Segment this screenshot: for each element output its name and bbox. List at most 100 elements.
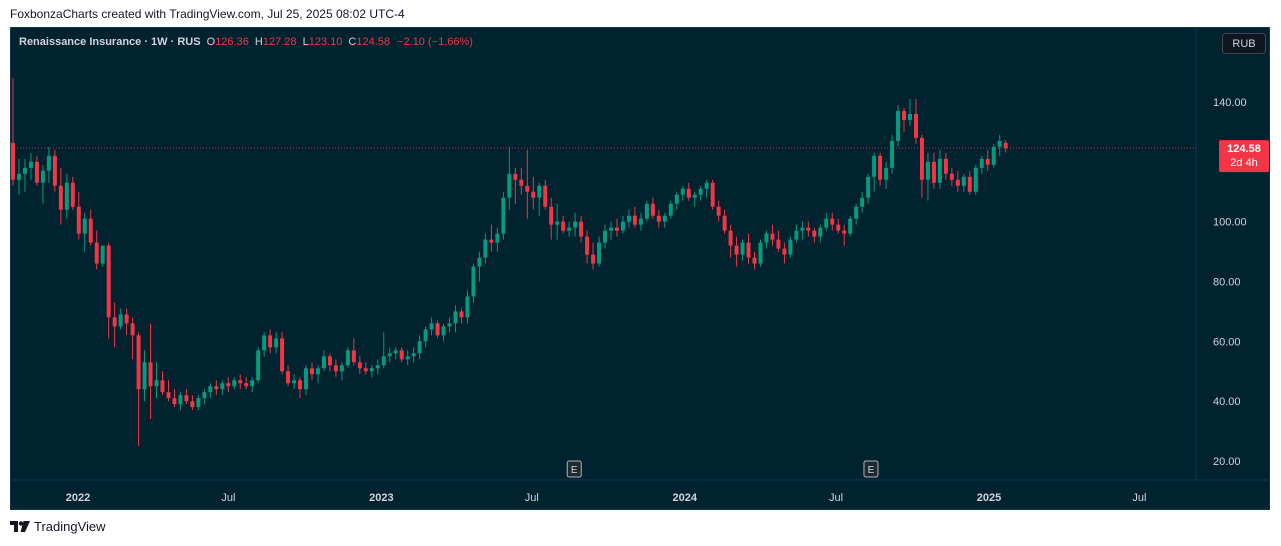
candle-body (644, 203, 649, 219)
candle-body (878, 155, 883, 180)
candle-body (597, 242, 602, 264)
candle-body (118, 314, 123, 327)
tradingview-footer[interactable]: TradingView (10, 519, 106, 534)
time-axis-tick-label: 2025 (977, 492, 1001, 504)
candle-body (543, 185, 548, 207)
candle-body (315, 368, 320, 375)
candle-body (800, 227, 805, 231)
candle-body (172, 398, 177, 405)
tradingview-logo-icon (10, 521, 30, 532)
chart-caption: FoxbonzaCharts created with TradingView.… (10, 7, 405, 21)
candle-body (794, 230, 799, 240)
candle-body (866, 176, 871, 198)
candle-body (782, 248, 787, 255)
candle-body (477, 257, 482, 267)
candle-body (531, 191, 536, 198)
earnings-marker-label: E (571, 465, 578, 476)
candle-body (764, 233, 769, 243)
candle-body (220, 383, 225, 390)
candle-body (304, 368, 309, 390)
candle-body (238, 380, 243, 384)
candle-body (465, 296, 470, 318)
candle-body (925, 161, 930, 180)
candle-body (184, 395, 189, 402)
candle-body (626, 215, 631, 222)
candle-body (896, 110, 901, 141)
candle-body (680, 188, 685, 195)
candle-body (345, 350, 350, 366)
candle-body (357, 362, 362, 369)
candle-body (232, 380, 237, 387)
legend-change: −2.10 (−1.66%) (397, 36, 473, 48)
candle-body (142, 362, 147, 390)
candle-body (40, 170, 45, 183)
time-axis-tick-label: Jul (221, 492, 235, 504)
candle-body (136, 335, 141, 390)
candle-body (818, 227, 823, 237)
price-axis-tick-label: 80.00 (1213, 277, 1241, 289)
candle-body (728, 230, 733, 246)
candle-body (860, 197, 865, 207)
candle-body (770, 233, 775, 240)
candle-body (913, 113, 918, 138)
candle-body (603, 230, 608, 243)
candle-body (973, 167, 978, 192)
candle-body (250, 380, 255, 387)
candle-body (579, 221, 584, 237)
candle-body (483, 239, 488, 258)
candle-body (429, 323, 434, 330)
candle-body (555, 221, 560, 225)
candle-body (34, 161, 39, 183)
candle-body (902, 110, 907, 120)
candle-body (842, 230, 847, 234)
candle-body (848, 218, 853, 234)
candle-body (417, 341, 422, 354)
candle-body (961, 176, 966, 186)
candle-body (746, 242, 751, 258)
candle-body (262, 335, 267, 351)
candle-body (333, 365, 338, 372)
candle-body (632, 215, 637, 225)
candle-body (52, 155, 57, 186)
candle-body (949, 173, 954, 180)
candle-body (758, 242, 763, 264)
candle-body (166, 392, 171, 399)
candle-body (908, 113, 912, 120)
candle-body (620, 221, 625, 231)
candlestick-chart[interactable]: 20.00 40.00 60.00 80.00 100.00 140.00 2022 Jul 2… (11, 28, 1269, 509)
legend-open-value: 126.36 (215, 36, 249, 48)
candle-body (585, 236, 590, 255)
candle-body (339, 365, 344, 372)
candle-body (399, 350, 404, 360)
candle-body (327, 356, 332, 366)
candle-body (931, 161, 936, 183)
legend-high-label: H (254, 36, 263, 48)
legend-low-label: L (302, 36, 309, 48)
legend-open-label: O (206, 36, 216, 48)
candle-body (393, 350, 398, 354)
chart-panel[interactable]: 20.00 40.00 60.00 80.00 100.00 140.00 2022 Jul 2… (10, 27, 1270, 510)
candle-body (1003, 142, 1008, 149)
candle-body (937, 158, 942, 183)
candle-body (884, 167, 889, 180)
candle-body (525, 185, 530, 192)
time-axis-tick-label: Jul (829, 492, 843, 504)
candle-body (22, 167, 27, 174)
candle-body (423, 329, 428, 342)
currency-button[interactable]: RUB (1222, 33, 1266, 54)
candle-body (268, 335, 273, 348)
candle-body (674, 194, 679, 204)
candle-body (292, 380, 297, 384)
candle-body (668, 203, 673, 216)
tradingview-brand: TradingView (34, 519, 106, 534)
candle-body (64, 182, 69, 210)
candle-body (650, 203, 655, 216)
candle-body (130, 323, 135, 336)
candle-body (178, 395, 183, 405)
candle-body (537, 185, 542, 198)
candle-body (82, 218, 87, 234)
candle-body (11, 142, 15, 180)
candle-body (507, 173, 512, 198)
candle-body (256, 350, 261, 381)
candle-body (997, 140, 1002, 147)
